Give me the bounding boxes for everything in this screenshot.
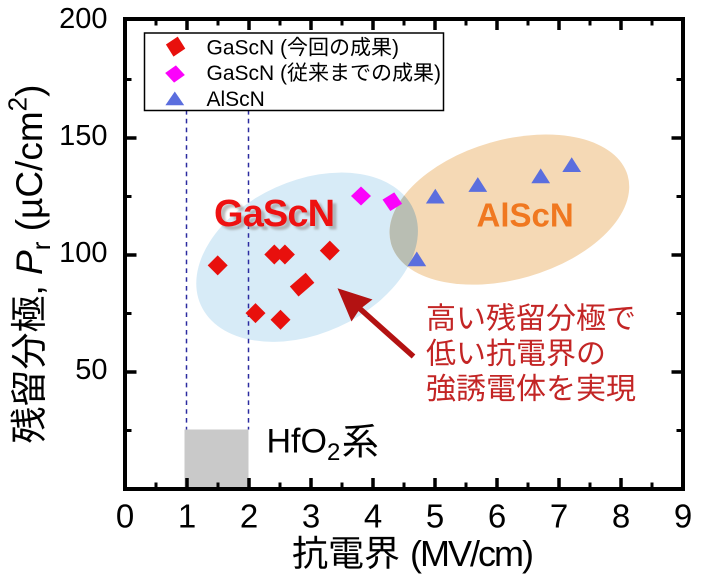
svg-text:0: 0 (116, 498, 134, 535)
svg-text:1: 1 (178, 498, 196, 535)
svg-text:GaScN: GaScN (218, 197, 338, 239)
svg-text:): ) (434, 62, 441, 85)
svg-text:8: 8 (612, 498, 630, 535)
svg-text:(MV/cm): (MV/cm) (410, 533, 532, 574)
svg-text:GaScN (: GaScN ( (207, 62, 288, 85)
svg-text:2: 2 (240, 498, 258, 535)
svg-text:5: 5 (426, 498, 444, 535)
svg-text:150: 150 (59, 120, 107, 152)
svg-text:GaScN: GaScN (214, 193, 334, 235)
svg-text:HfO2: HfO2 (267, 423, 341, 467)
svg-text:AlScN: AlScN (477, 197, 574, 234)
svg-text:200: 200 (59, 3, 107, 35)
svg-text:9: 9 (674, 498, 692, 535)
svg-text:): ) (392, 37, 399, 60)
svg-text:AlScN: AlScN (207, 88, 265, 111)
svg-text:6: 6 (488, 498, 506, 535)
svg-text:GaScN (: GaScN ( (207, 37, 288, 60)
svg-text:4: 4 (364, 498, 382, 535)
svg-text:50: 50 (75, 354, 107, 386)
svg-text:3: 3 (302, 498, 320, 535)
svg-text:7: 7 (550, 498, 568, 535)
svg-text:100: 100 (59, 237, 107, 269)
svg-text:, Pr (µC/cm2): , Pr (µC/cm2) (3, 85, 57, 296)
